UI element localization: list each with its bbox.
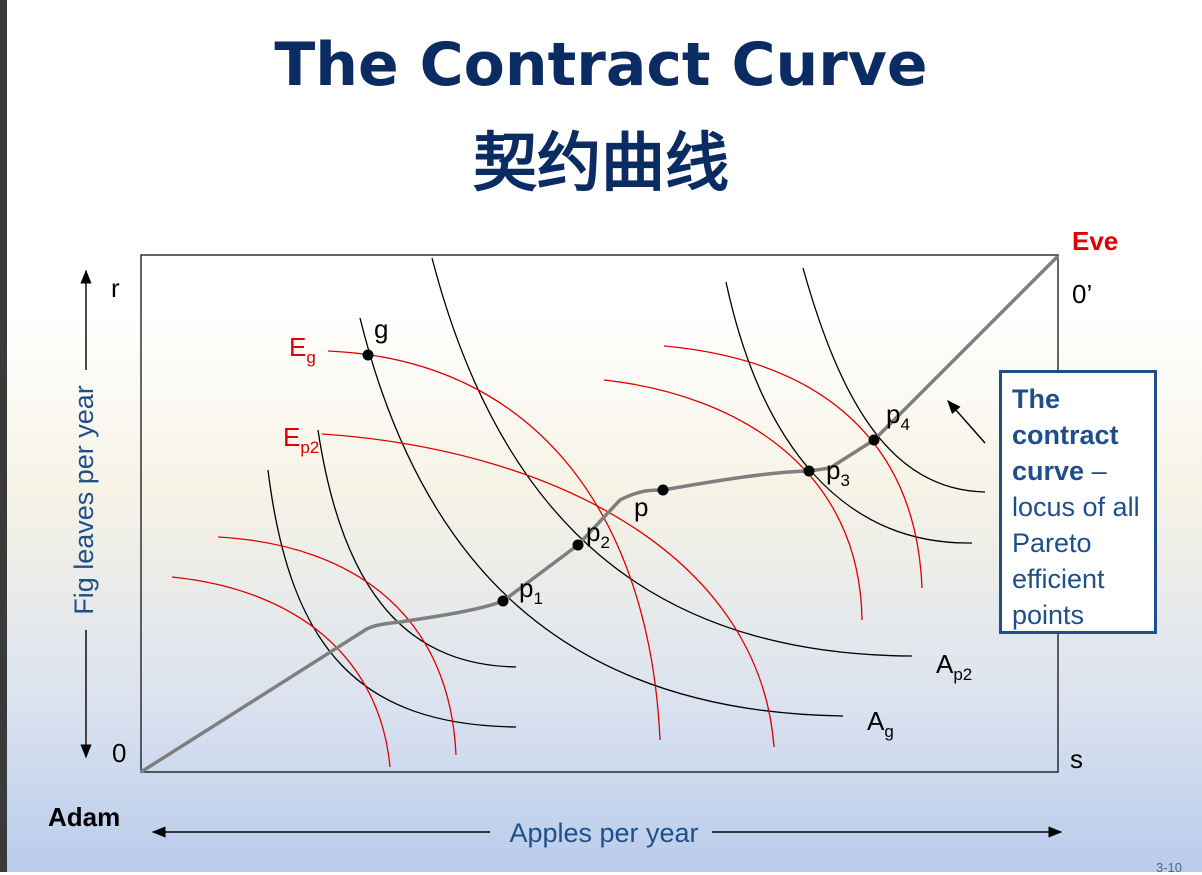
eve-indifference-curve xyxy=(321,433,775,748)
point-label-p3: p3 xyxy=(826,455,850,490)
definition-term: The contract curve xyxy=(1012,384,1119,486)
slide-title-chinese: 契约曲线 xyxy=(473,127,729,201)
eve-curve-label-eg: Eg xyxy=(289,332,316,367)
eve-label: Eve xyxy=(1072,226,1119,256)
eve-indifference-curve xyxy=(663,345,923,589)
edgeworth-box xyxy=(140,254,1059,773)
point-label-g: g xyxy=(374,314,388,344)
adam-curve-label-ag: Ag xyxy=(867,706,894,741)
corner-label-r: r xyxy=(111,273,120,303)
y-axis-label: Fig leaves per year xyxy=(69,385,99,615)
contract-curve-definition-box: The contract curve – locus of all Pareto… xyxy=(999,370,1157,634)
x-axis-label: Apples per year xyxy=(509,818,698,848)
window-edge xyxy=(0,0,7,872)
point-p2 xyxy=(572,539,584,551)
origin-label-adam: 0 xyxy=(112,738,126,768)
point-p4 xyxy=(868,434,880,446)
point-label-p4: p4 xyxy=(886,399,910,434)
adam-indifference-curve xyxy=(267,469,517,728)
point-p3 xyxy=(803,465,815,477)
adam-indifference-curve xyxy=(802,267,986,493)
adam-label: Adam xyxy=(48,802,121,832)
origin-label-eve: 0’ xyxy=(1072,279,1092,309)
adam-indifference-curve xyxy=(317,429,517,668)
corner-label-s: s xyxy=(1070,744,1083,774)
contract-curve xyxy=(140,254,1060,774)
eve-indifference-curve xyxy=(327,350,661,741)
point-label-p1: p1 xyxy=(519,573,543,608)
eve-indifference-curve xyxy=(171,576,391,768)
contract-curve-pointer-arrow xyxy=(947,399,986,444)
definition-text: – locus of all Pareto efficient points xyxy=(1012,456,1140,630)
adam-curve-label-ap2: Ap2 xyxy=(936,649,972,684)
point-p xyxy=(657,484,669,496)
slide-title: The Contract Curve xyxy=(274,30,928,100)
eve-indifference-curve xyxy=(217,536,457,756)
point-label-p: p xyxy=(634,492,648,522)
slide-number: 3-10 xyxy=(1156,860,1183,875)
eve-curve-label-ep2: Ep2 xyxy=(283,422,319,457)
point-p1 xyxy=(497,595,509,607)
adam-indifference-curve xyxy=(431,257,913,657)
eve-indifference-curve xyxy=(603,379,863,621)
adam-indifference-curve xyxy=(725,281,973,544)
adam-indifference-curve xyxy=(359,317,844,717)
point-g xyxy=(362,349,374,361)
point-label-p2: p2 xyxy=(586,517,610,552)
